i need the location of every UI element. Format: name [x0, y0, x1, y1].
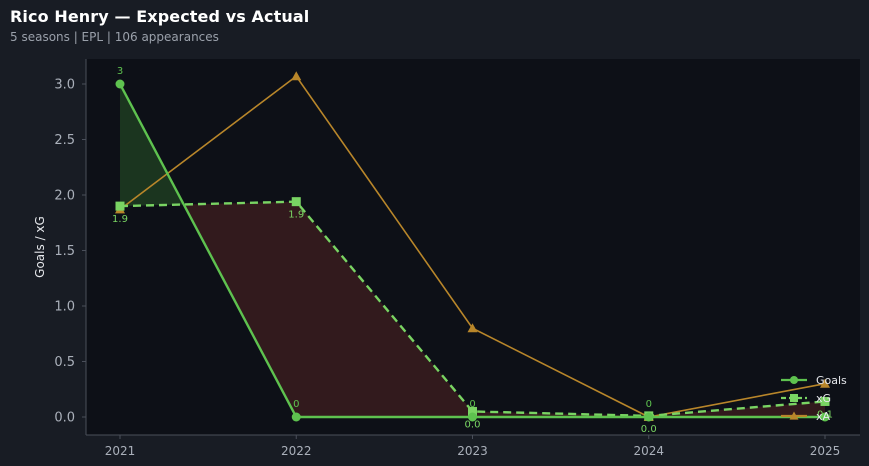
legend-label: xA	[816, 410, 831, 423]
goals-point	[468, 412, 477, 422]
under-performance-fill	[183, 201, 826, 417]
x-tick-label: 2021	[105, 444, 136, 458]
data-labels: 3 0 0 0 1.9 1.9 0.0 0.0 0.1	[112, 66, 833, 435]
chart-subtitle: 5 seasons | EPL | 106 appearances	[10, 30, 219, 44]
xg-point	[115, 201, 125, 211]
goals-point	[644, 412, 654, 422]
legend: Goals xG xA	[781, 374, 847, 423]
legend-marker	[789, 411, 799, 420]
chart-title: Rico Henry — Expected vs Actual	[10, 7, 310, 26]
xg-data-label: 1.9	[112, 214, 128, 225]
y-tick-label: 2.5	[54, 133, 75, 148]
xg-data-label: 0.1	[817, 409, 833, 420]
y-axis-label: Goals / xG	[33, 216, 47, 278]
xg-data-label: 1.9	[288, 210, 304, 221]
xg-data-label: 0.0	[641, 424, 657, 435]
y-tick-label: 1.5	[54, 244, 75, 259]
xa-point	[820, 378, 830, 388]
legend-label: xG	[816, 392, 831, 405]
legend-item: xG	[781, 392, 831, 405]
xg-point	[468, 406, 477, 416]
xg-line	[119, 200, 826, 418]
goals-data-label: 0	[469, 399, 475, 410]
goals-data-label: 3	[117, 66, 123, 77]
y-axis: 0.0 0.5 1.0 1.5 2.0 2.5 3.0 Goals / xG	[33, 59, 87, 435]
xg-point	[820, 396, 830, 406]
legend-marker	[790, 376, 798, 384]
plot-area	[86, 59, 860, 435]
x-tick-label: 2025	[810, 444, 841, 458]
y-tick-label: 2.0	[54, 189, 75, 204]
x-tick-label: 2022	[281, 444, 312, 458]
goals-point	[115, 79, 125, 89]
xg-data-label: 0.0	[465, 419, 481, 430]
y-tick-label: 3.0	[54, 78, 75, 93]
y-tick-label: 0.0	[54, 411, 75, 426]
legend-label: Goals	[816, 374, 847, 387]
goals-point	[291, 412, 301, 422]
legend-item: xA	[781, 410, 831, 423]
goals-point	[820, 412, 830, 422]
legend-item: Goals	[781, 374, 847, 387]
goals-data-label: 0	[293, 399, 299, 410]
goals-data-label: 0	[646, 399, 652, 410]
xa-point	[467, 323, 478, 333]
x-axis: 2021 2022 2023 2024 2025	[86, 434, 860, 458]
chart-header: Rico Henry — Expected vs Actual 5 season…	[10, 7, 309, 44]
xg-point	[291, 197, 301, 207]
legend-marker	[790, 394, 798, 402]
x-tick-label: 2023	[457, 444, 488, 458]
y-tick-label: 1.0	[54, 300, 75, 315]
series-layer	[115, 71, 830, 422]
x-tick-label: 2024	[633, 444, 664, 458]
y-tick-label: 0.5	[54, 355, 75, 370]
xa-point	[291, 71, 302, 81]
